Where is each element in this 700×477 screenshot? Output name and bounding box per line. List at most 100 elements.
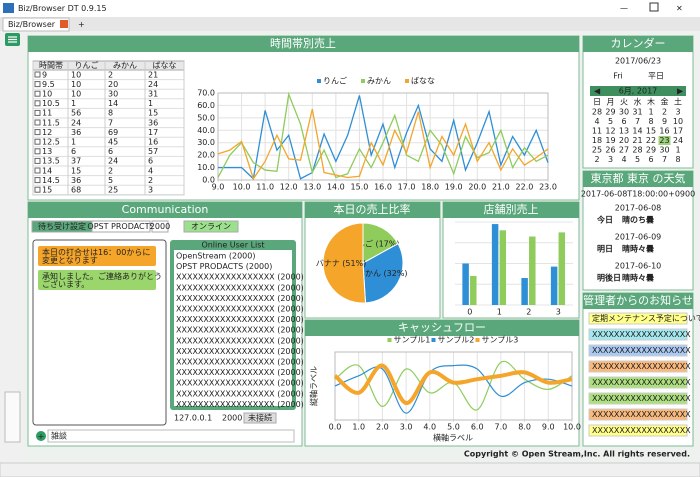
calendar-day[interactable]: 19 [605, 136, 615, 145]
row-checkbox[interactable] [35, 178, 40, 183]
row-checkbox[interactable] [35, 139, 40, 144]
row-checkbox[interactable] [35, 130, 40, 135]
table-cell: 9.5 [42, 80, 55, 89]
port: 2000 [222, 414, 242, 423]
x-tick-label: 3 [556, 308, 561, 317]
row-checkbox[interactable] [35, 120, 40, 125]
legend-label[interactable]: りんご [323, 76, 347, 86]
table-cell: 15 [71, 166, 81, 175]
calendar-day[interactable]: 8 [648, 117, 653, 126]
prev-month[interactable]: ◀ [594, 87, 601, 96]
x-tick-label: 12.0 [280, 183, 298, 192]
x-tick-label: 18.0 [421, 183, 439, 192]
chat-input[interactable] [48, 430, 294, 442]
row-checkbox[interactable] [35, 110, 40, 115]
minimize-button[interactable]: — [620, 4, 628, 13]
table-cell: 1 [71, 138, 76, 147]
calendar-day[interactable]: 6 [648, 155, 653, 164]
calendar-day[interactable]: 8 [675, 155, 680, 164]
calendar-day[interactable]: 3 [608, 155, 613, 164]
user-entry: OpenStream (2000) [176, 252, 255, 261]
calendar-day[interactable]: 4 [621, 155, 626, 164]
calendar-day[interactable]: 5 [608, 117, 613, 126]
calendar-day[interactable]: 11 [592, 127, 602, 136]
calendar-day[interactable]: 3 [675, 108, 680, 117]
x-tick-label: 16.0 [374, 183, 392, 192]
calendar-day[interactable]: 6 [621, 117, 626, 126]
row-checkbox[interactable] [35, 158, 40, 163]
calendar-day[interactable]: 28 [632, 146, 642, 155]
row-checkbox[interactable] [35, 149, 40, 154]
calendar-day[interactable]: 25 [592, 146, 602, 155]
calendar-day[interactable]: 13 [619, 127, 629, 136]
tab-close[interactable] [60, 20, 68, 28]
user-entry: XXXXXXXXXXXXXXXXXX (2000) [176, 379, 304, 388]
calendar-day[interactable]: 17 [673, 127, 683, 136]
calendar-day[interactable]: 20 [619, 136, 629, 145]
legend-label[interactable]: ばなな [411, 77, 435, 86]
calendar-day[interactable]: 14 [632, 127, 642, 136]
legend-label[interactable]: サンプル3 [482, 336, 519, 345]
calendar-day[interactable]: 27 [619, 146, 629, 155]
row-checkbox[interactable] [35, 82, 40, 87]
calendar-day[interactable]: 12 [605, 127, 615, 136]
calendar-day[interactable]: 28 [592, 108, 602, 117]
x-tick-label: 0 [467, 308, 472, 317]
table-cell: 10 [71, 80, 81, 89]
calendar-day[interactable]: 5 [635, 155, 640, 164]
calendar-day[interactable]: 24 [673, 136, 683, 145]
calendar-day[interactable]: 7 [635, 117, 640, 126]
table-cell: 10 [71, 70, 81, 79]
x-tick-label: 9.0 [212, 183, 225, 192]
host: 127.0.0.1 [174, 414, 212, 423]
row-checkbox[interactable] [35, 91, 40, 96]
calendar-day[interactable]: 23 [659, 136, 669, 145]
x-tick-label: 15.0 [351, 183, 369, 192]
row-checkbox[interactable] [35, 72, 40, 77]
new-tab[interactable]: + [78, 20, 85, 29]
calendar-day[interactable]: 7 [662, 155, 667, 164]
calendar-day[interactable]: 2 [594, 155, 599, 164]
calendar-day[interactable]: 15 [646, 127, 656, 136]
row-checkbox[interactable] [35, 168, 40, 173]
legend-label[interactable]: サンプル2 [438, 336, 475, 345]
table-cell: 6 [148, 157, 153, 166]
tab-bar [0, 17, 700, 31]
calendar-day[interactable]: 29 [646, 146, 656, 155]
calendar-day[interactable]: 9 [662, 117, 667, 126]
message-box [33, 240, 166, 425]
slice-label: バナナ (51%) [316, 259, 367, 268]
calendar-day[interactable]: 22 [646, 136, 656, 145]
calendar-day[interactable]: 1 [675, 146, 680, 155]
calendar-day[interactable]: 10 [673, 117, 683, 126]
x-tick-label: 6.0 [471, 423, 484, 432]
table-cell: 2 [108, 166, 113, 175]
calendar-day[interactable]: 26 [605, 146, 615, 155]
legend-label[interactable]: みかん [367, 77, 391, 86]
side-button[interactable] [5, 392, 20, 442]
row-checkbox[interactable] [35, 101, 40, 106]
calendar-day[interactable]: 21 [632, 136, 642, 145]
forecast-label: 明日 [597, 245, 613, 254]
table-cell: 13.5 [42, 157, 60, 166]
row-checkbox[interactable] [35, 187, 40, 192]
table-cell: 12.5 [42, 138, 60, 147]
calendar-day[interactable]: 2 [662, 108, 667, 117]
y-tick-label: 50.0 [197, 113, 215, 122]
close-button[interactable]: ✕ [676, 4, 683, 13]
calendar-day[interactable]: 18 [592, 136, 602, 145]
table-cell: 36 [148, 118, 158, 127]
next-month[interactable]: ▶ [677, 87, 684, 96]
calendar-day[interactable]: 31 [632, 108, 642, 117]
calendar-day[interactable]: 29 [605, 108, 615, 117]
calendar-day[interactable]: 16 [659, 127, 669, 136]
table-cell: 69 [108, 128, 118, 137]
calendar-day[interactable]: 4 [594, 117, 599, 126]
calendar-day[interactable]: 30 [619, 108, 629, 117]
status-bar [0, 463, 700, 477]
comm-tab-label: OPST PRODACTS [87, 222, 154, 231]
legend-label[interactable]: サンプル1 [394, 336, 431, 345]
calendar-day[interactable]: 30 [659, 146, 669, 155]
calendar-day[interactable]: 1 [648, 108, 653, 117]
bar [492, 224, 498, 305]
